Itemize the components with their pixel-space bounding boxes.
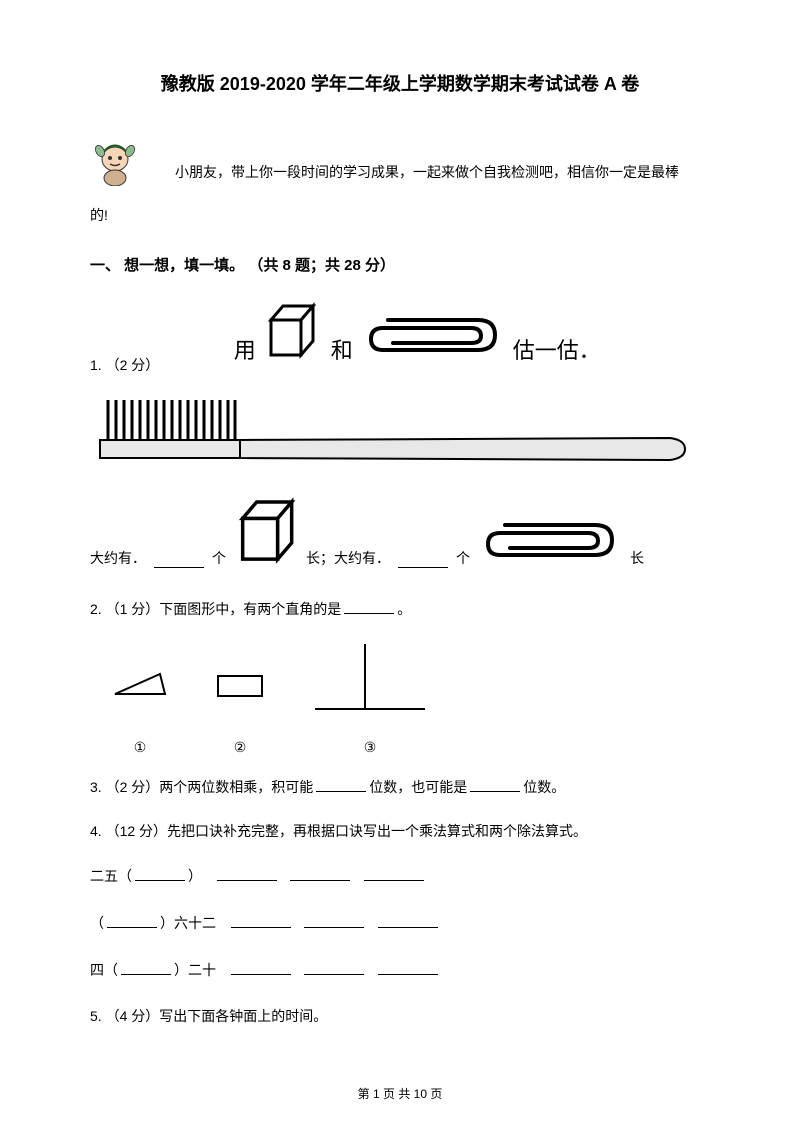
q4-r1-post: ） [188, 868, 202, 884]
blank-input[interactable] [470, 776, 520, 792]
q4-row-2: （ ）六十二 [90, 906, 710, 941]
blank-input[interactable] [290, 865, 350, 881]
q3-pre: 3. （2 分）两个两位数相乘，积可能 [90, 779, 313, 795]
section-1-header: 一、 想一想，填一填。 （共 8 题；共 28 分） [90, 254, 710, 275]
paperclip-small-icon [475, 515, 625, 568]
q2-shapes: ① ② ③ [110, 644, 710, 756]
q1-label: 1. （2 分） [90, 357, 159, 373]
q1-text-use: 用 [234, 333, 256, 365]
shape-3: ③ [310, 644, 430, 756]
toothbrush-icon [90, 390, 710, 475]
paperclip-icon [363, 310, 503, 365]
cube-icon [261, 300, 321, 365]
q4-r2-post: ）六十二 [160, 915, 216, 931]
child-cartoon-icon [90, 131, 140, 186]
q1-approx-1: 大约有． [90, 548, 146, 568]
question-3: 3. （2 分）两个两位数相乘，积可能 位数，也可能是 位数。 [90, 771, 710, 803]
q4-r3-post: ）二十 [174, 962, 216, 978]
q1-chang-1: 长；大约有． [306, 548, 390, 568]
blank-input[interactable] [364, 865, 424, 881]
q1-chang-2: 长 [630, 548, 644, 568]
blank-input[interactable] [304, 912, 364, 928]
blank-input[interactable] [378, 912, 438, 928]
shape-label-1: ① [134, 739, 147, 756]
blank-input[interactable] [231, 959, 291, 975]
q1-ge-1: 个 [212, 548, 226, 568]
intro-text-line1: 小朋友，带上你一段时间的学习成果，一起来做个自我检测吧，相信你一定是最棒 [175, 158, 710, 186]
q2-text-post: 。 [397, 601, 411, 617]
blank-input[interactable] [378, 959, 438, 975]
shape-label-3: ③ [364, 739, 377, 756]
blank-input[interactable] [304, 959, 364, 975]
q4-r1-pre: 二五（ [90, 868, 132, 884]
question-1: 1. （2 分） 用 和 估一估． [90, 300, 710, 568]
blank-input[interactable] [135, 865, 185, 881]
cube-small-icon [231, 495, 301, 568]
blank-input[interactable] [217, 865, 277, 881]
q4-row-3: 四（ ）二十 [90, 953, 710, 988]
page-footer: 第 1 页 共 10 页 [0, 1085, 800, 1102]
q3-mid: 位数，也可能是 [369, 779, 467, 795]
blank-input[interactable] [316, 776, 366, 792]
intro-row: 小朋友，带上你一段时间的学习成果，一起来做个自我检测吧，相信你一定是最棒 [90, 131, 710, 186]
shape-1: ① [110, 644, 170, 756]
q1-text-estimate: 估一估． [513, 333, 601, 365]
q3-post: 位数。 [523, 779, 565, 795]
shape-label-2: ② [234, 739, 247, 756]
q1-text-and: 和 [331, 333, 353, 365]
q1-ge-2: 个 [456, 548, 470, 568]
q4-row-1: 二五（ ） [90, 859, 710, 894]
page-title: 豫教版 2019-2020 学年二年级上学期数学期末考试试卷 A 卷 [90, 70, 710, 96]
question-5: 5. （4 分）写出下面各钟面上的时间。 [90, 1000, 710, 1032]
q2-text-pre: 2. （1 分）下面图形中，有两个直角的是 [90, 601, 341, 617]
blank-input[interactable] [231, 912, 291, 928]
blank-input[interactable] [398, 552, 448, 568]
question-4: 4. （12 分）先把口诀补充完整，再根据口诀写出一个乘法算式和两个除法算式。 [90, 815, 710, 847]
shape-2: ② [210, 644, 270, 756]
blank-input[interactable] [107, 912, 157, 928]
q4-r3-pre: 四（ [90, 962, 118, 978]
question-2: 2. （1 分）下面图形中，有两个直角的是 。 [90, 598, 710, 619]
intro-text-line2: 的! [90, 201, 710, 229]
q1-answer-row: 大约有． 个 长；大约有． 个 长 [90, 495, 710, 568]
blank-input[interactable] [121, 959, 171, 975]
blank-input[interactable] [154, 552, 204, 568]
blank-input[interactable] [344, 598, 394, 614]
q4-r2-pre: （ [90, 915, 104, 931]
